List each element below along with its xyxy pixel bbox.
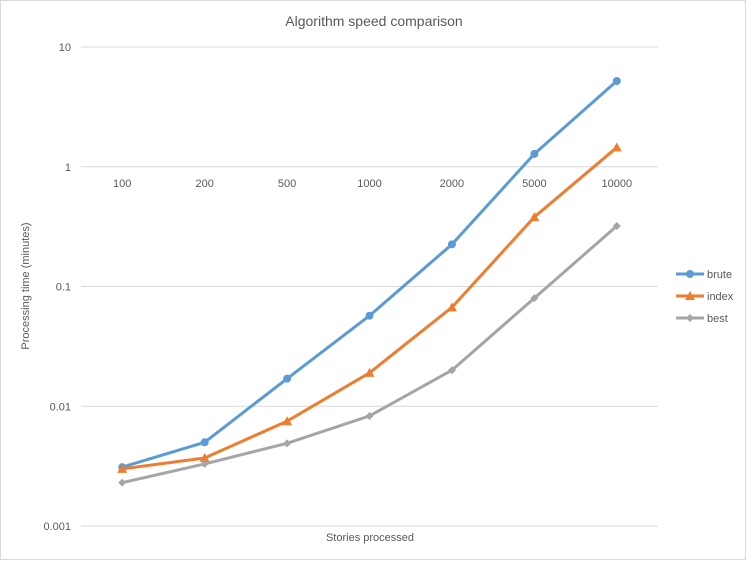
legend-item-brute: brute — [676, 269, 732, 281]
legend-label: best — [707, 313, 728, 325]
x-tick-label: 10000 — [601, 178, 632, 190]
x-tick-label: 1000 — [357, 178, 381, 190]
x-axis-label: Stories processed — [326, 532, 414, 544]
index-point — [282, 416, 293, 426]
brute-point — [200, 438, 209, 447]
index-point — [529, 212, 540, 222]
x-tick-label: 500 — [278, 178, 296, 190]
y-axis-label: Processing time (minutes) — [20, 222, 32, 349]
legend-label: brute — [707, 269, 732, 281]
gridlines — [81, 46, 658, 527]
series-best — [118, 222, 621, 487]
y-axis-ticks: 0.001 0.01 0.1 1 10 — [43, 42, 71, 533]
best-point — [447, 366, 456, 375]
legend-best-point — [686, 314, 694, 322]
y-tick-label: 1 — [65, 162, 71, 174]
legend-label: index — [707, 291, 734, 303]
y-tick-label: 0.1 — [56, 282, 71, 294]
y-tick-label: 10 — [59, 42, 71, 54]
legend-item-index: index — [676, 291, 734, 303]
x-axis-ticks: 100 200 500 1000 2000 5000 10000 — [113, 178, 632, 190]
index-point — [446, 302, 457, 312]
best-point — [200, 459, 209, 468]
chart-title: Algorithm speed comparison — [285, 13, 462, 29]
best-point — [118, 478, 127, 487]
x-tick-label: 100 — [113, 178, 131, 190]
index-point — [199, 452, 210, 462]
y-tick-label: 0.001 — [43, 521, 71, 533]
best-point — [283, 439, 292, 448]
series-brute — [118, 77, 621, 472]
brute-point — [612, 77, 621, 86]
index-point — [611, 142, 622, 152]
brute-point — [447, 240, 456, 249]
index-line — [120, 145, 619, 471]
brute-point — [365, 311, 374, 320]
legend-brute-point — [686, 270, 694, 278]
series-index — [117, 142, 622, 473]
best-point — [612, 222, 621, 231]
brute-point — [283, 374, 292, 383]
x-tick-label: 5000 — [522, 178, 546, 190]
index-point — [364, 367, 375, 377]
x-tick-label: 2000 — [440, 178, 464, 190]
series-group — [117, 77, 622, 487]
best-point — [365, 411, 374, 420]
y-tick-label: 0.01 — [50, 401, 71, 413]
brute-line — [120, 79, 619, 469]
legend-item-best: best — [676, 313, 728, 325]
legend-index-point — [685, 291, 695, 300]
best-point — [530, 294, 539, 303]
brute-point — [530, 149, 539, 158]
legend: brute index best — [676, 269, 734, 325]
x-tick-label: 200 — [195, 178, 213, 190]
index-point — [117, 463, 128, 473]
